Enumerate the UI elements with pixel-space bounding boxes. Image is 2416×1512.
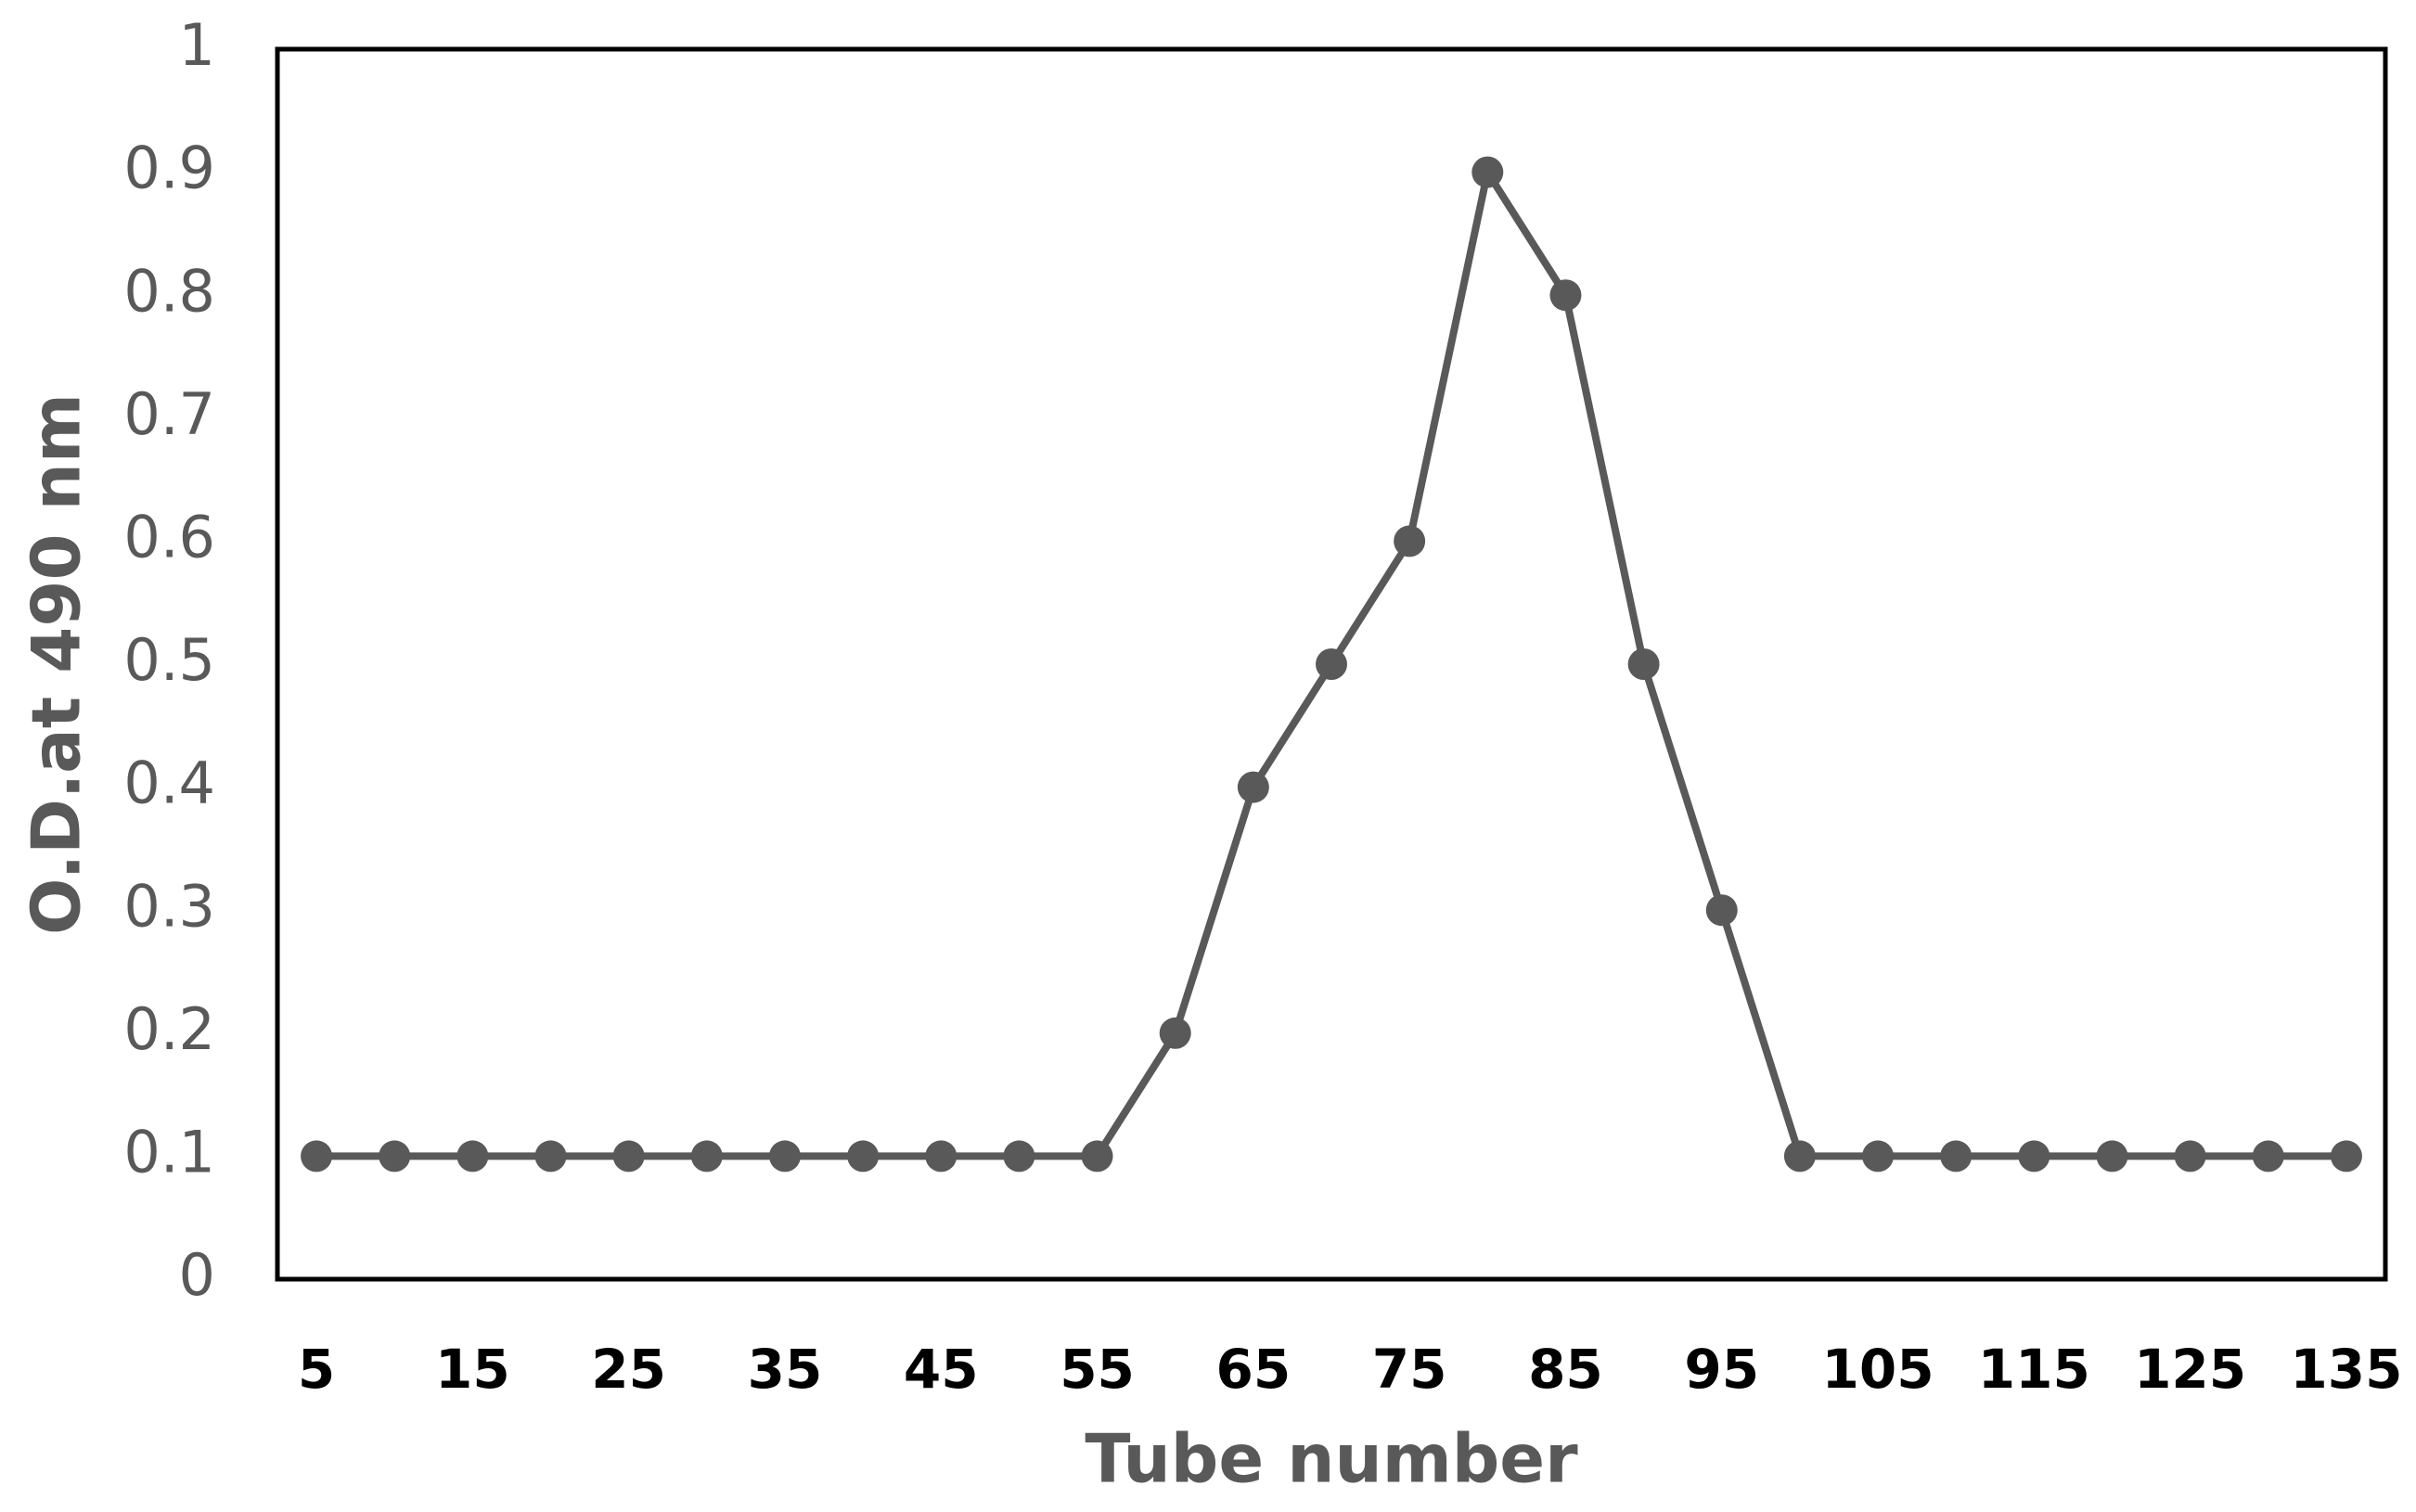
- x-tick-label: 135: [2290, 1338, 2402, 1401]
- data-point: [690, 1140, 723, 1172]
- data-point: [1237, 771, 1269, 803]
- x-tick-label: 125: [2134, 1338, 2246, 1401]
- data-point: [456, 1140, 489, 1172]
- data-point: [1471, 156, 1504, 188]
- x-tick-label: 25: [591, 1338, 666, 1401]
- data-point: [1705, 894, 1738, 927]
- data-point: [847, 1140, 880, 1172]
- y-tick-label: 0: [179, 1241, 215, 1309]
- y-tick-label: 0.6: [123, 503, 215, 570]
- data-point: [1549, 279, 1582, 312]
- y-tick-label: 0.3: [123, 872, 215, 940]
- data-point: [1627, 648, 1660, 680]
- data-point: [1003, 1140, 1035, 1172]
- y-tick-label: 1: [179, 11, 215, 79]
- data-point: [1783, 1140, 1816, 1172]
- data-point: [2018, 1140, 2050, 1172]
- x-tick-label: 105: [1821, 1338, 1934, 1401]
- data-point: [2252, 1140, 2284, 1172]
- data-point: [1316, 648, 1347, 680]
- x-tick-label: 35: [748, 1338, 823, 1401]
- x-tick-label: 115: [1978, 1338, 2090, 1401]
- data-point: [925, 1140, 957, 1172]
- data-point: [768, 1140, 801, 1172]
- y-tick-label: 0.2: [123, 995, 215, 1063]
- y-tick-label: 0.9: [123, 135, 215, 202]
- data-point: [1394, 525, 1426, 557]
- data-point: [612, 1140, 645, 1172]
- x-tick-label: 95: [1684, 1338, 1759, 1401]
- x-tick-label: 75: [1372, 1338, 1447, 1401]
- x-tick-label: 85: [1528, 1338, 1603, 1401]
- y-tick-label: 0.5: [123, 626, 215, 694]
- x-axis-title: Tube number: [1085, 1420, 1578, 1498]
- data-point: [2174, 1140, 2206, 1172]
- y-tick-label: 0.8: [123, 257, 215, 325]
- plot-frame: [275, 46, 2388, 1282]
- data-point: [1159, 1017, 1191, 1049]
- y-axis-title: O.D.at 490 nm: [18, 393, 96, 935]
- data-point: [1862, 1140, 1895, 1172]
- data-point: [379, 1140, 411, 1172]
- x-tick-label: 45: [904, 1338, 979, 1401]
- x-tick-label: 15: [435, 1338, 510, 1401]
- x-tick-label: 5: [298, 1338, 335, 1401]
- x-tick-label: 55: [1060, 1338, 1135, 1401]
- y-tick-label: 0.4: [123, 750, 215, 817]
- data-point: [301, 1140, 333, 1172]
- x-tick-label: 65: [1215, 1338, 1291, 1401]
- y-tick-label: 0.7: [123, 380, 215, 448]
- data-point: [2096, 1140, 2128, 1172]
- data-point: [2330, 1140, 2362, 1172]
- data-point: [1940, 1140, 1973, 1172]
- y-tick-label: 0.1: [123, 1118, 215, 1185]
- data-point: [534, 1140, 567, 1172]
- data-point: [1081, 1140, 1113, 1172]
